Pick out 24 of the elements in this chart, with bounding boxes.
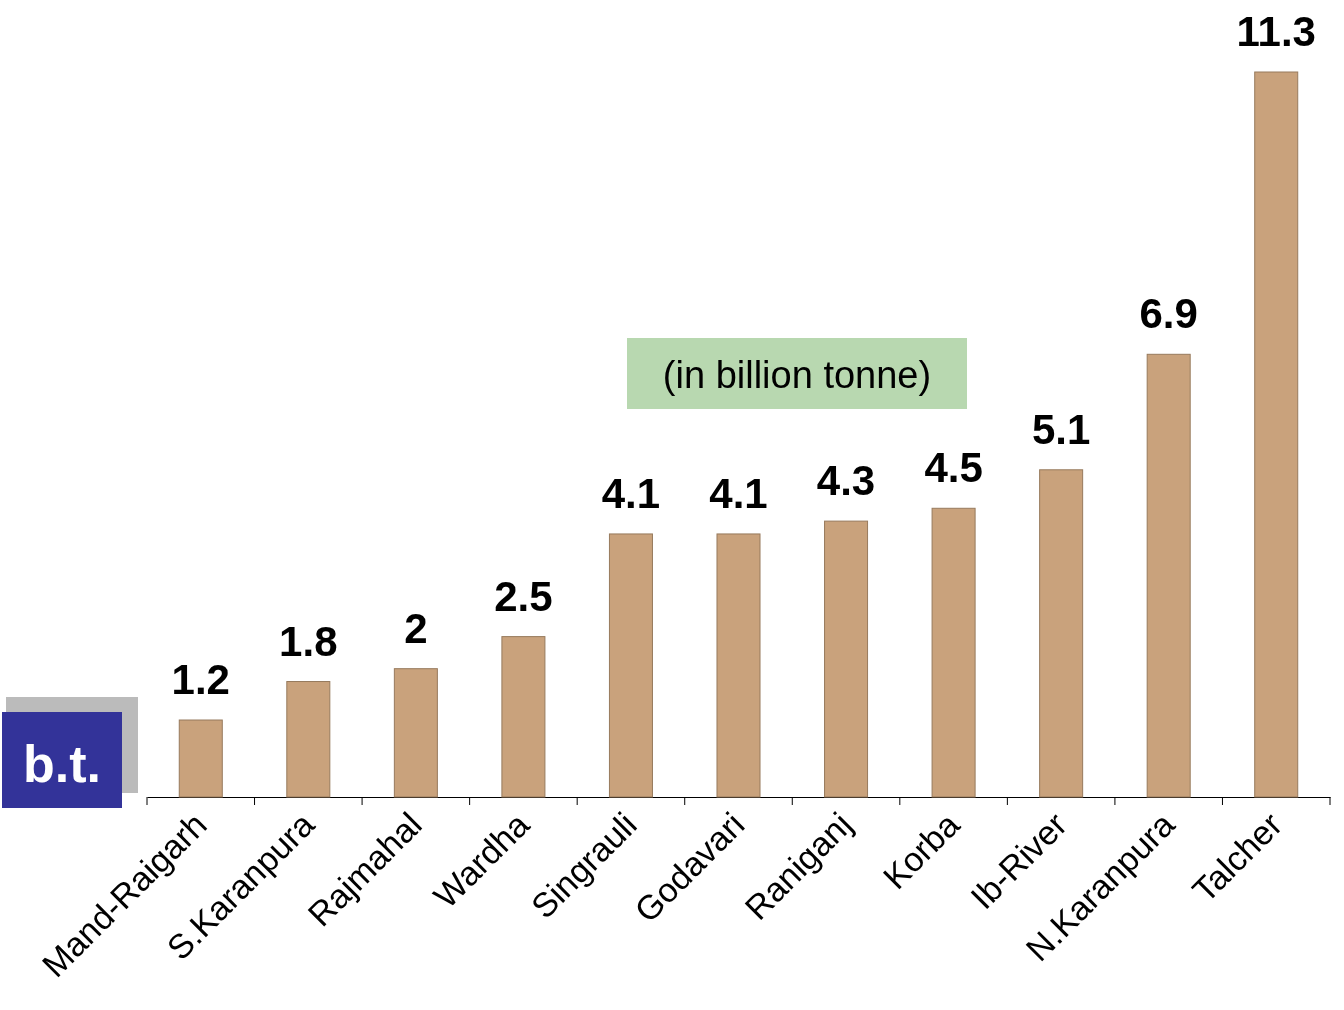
data-label: 4.3	[816, 457, 876, 505]
bar	[608, 533, 653, 798]
bar	[1254, 71, 1299, 798]
bar	[1039, 469, 1084, 798]
bar	[716, 533, 761, 798]
annotation: (in billion tonne)	[662, 354, 932, 396]
data-label: 4.1	[709, 469, 768, 517]
bar	[178, 719, 223, 798]
data-label: 5.1	[1031, 405, 1091, 453]
data-label: 4.5	[924, 444, 983, 492]
bar	[393, 668, 438, 798]
bar	[286, 681, 331, 798]
bar	[931, 507, 976, 798]
data-label: 1.8	[279, 617, 338, 665]
data-label: 2	[404, 604, 428, 652]
bar	[501, 636, 546, 798]
data-label: 11.3	[1236, 8, 1316, 55]
data-label: 4.1	[601, 469, 661, 517]
data-label: 6.9	[1139, 290, 1198, 338]
data-label: 1.2	[171, 656, 230, 704]
bar	[824, 520, 869, 798]
data-label: 2.5	[494, 572, 553, 620]
bar	[1146, 353, 1191, 798]
text: b.t.	[23, 735, 101, 793]
